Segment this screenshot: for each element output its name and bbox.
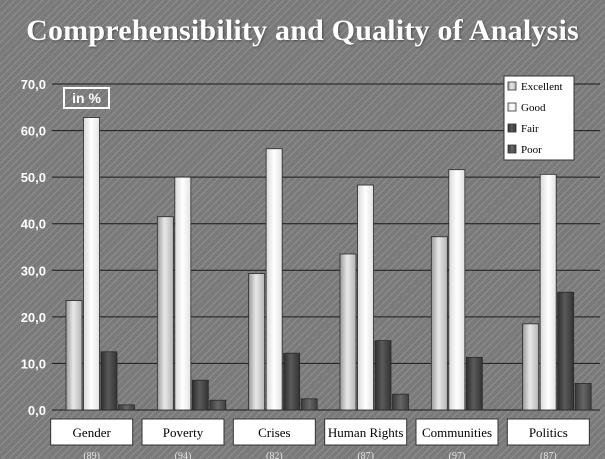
bar-good: [265, 148, 283, 411]
bar-poor: [209, 399, 227, 411]
bar-poor: [574, 383, 592, 411]
bar-excellent: [339, 253, 357, 411]
bar-excellent: [65, 300, 83, 411]
bar-good: [357, 184, 374, 411]
legend-label-good: Good: [521, 102, 546, 114]
bar-poor: [300, 398, 318, 411]
sample-size-label: (94): [175, 451, 192, 459]
category-label-box: [232, 418, 316, 446]
category-label-box: [415, 418, 499, 446]
bar-excellent: [522, 323, 540, 411]
sample-size-label: (82): [266, 451, 283, 459]
category-label: Poverty: [163, 425, 204, 440]
category-label: Communities: [422, 425, 492, 440]
y-tick-label: 0,0: [28, 403, 46, 418]
bar-fair: [557, 291, 575, 411]
bar-good: [539, 173, 557, 411]
legend-swatch-poor: [507, 144, 517, 154]
bar-fair: [191, 379, 209, 411]
legend-swatch-excellent: [507, 81, 517, 91]
category-label: Human Rights: [328, 425, 403, 440]
category-label-box: [506, 418, 590, 446]
y-tick-label: 10,0: [21, 356, 46, 371]
sample-size-label: (87): [357, 451, 374, 459]
legend-swatch-good: [507, 102, 517, 112]
y-tick-label: 70,0: [21, 77, 46, 92]
unit-label: in %: [63, 87, 110, 109]
bar-fair: [374, 340, 392, 411]
category-label-box: [50, 418, 134, 446]
legend-label-fair: Fair: [521, 123, 539, 135]
bar-excellent: [156, 216, 174, 411]
legend-label-excellent: Excellent: [521, 81, 563, 93]
y-tick-label: 20,0: [21, 310, 46, 325]
legend-label-poor: Poor: [521, 144, 542, 156]
bar-excellent: [430, 236, 448, 411]
bar-fair: [283, 352, 301, 411]
legend-swatch-fair: [507, 123, 517, 133]
bar-poor: [392, 393, 409, 411]
sample-size-label: (89): [83, 451, 100, 459]
category-label: Crises: [258, 425, 291, 440]
y-tick-label: 30,0: [21, 263, 46, 278]
bar-poor: [118, 404, 135, 411]
chart-title: Comprehensibility and Quality of Analysi…: [26, 14, 579, 47]
category-label: Gender: [73, 425, 112, 440]
y-tick-label: 40,0: [21, 217, 46, 232]
sample-size-label: (97): [449, 451, 466, 459]
y-tick-label: 60,0: [21, 124, 46, 139]
category-label: Politics: [529, 425, 568, 440]
bar-good: [174, 176, 192, 411]
bar-good: [83, 117, 100, 411]
bar-fair: [100, 351, 118, 411]
category-label-box: [324, 418, 408, 446]
sample-size-label: (87): [540, 451, 557, 459]
bar-good: [448, 169, 466, 411]
bar-excellent: [248, 273, 266, 411]
y-tick-label: 50,0: [21, 170, 46, 185]
bar-fair: [465, 356, 483, 411]
category-label-box: [141, 418, 225, 446]
